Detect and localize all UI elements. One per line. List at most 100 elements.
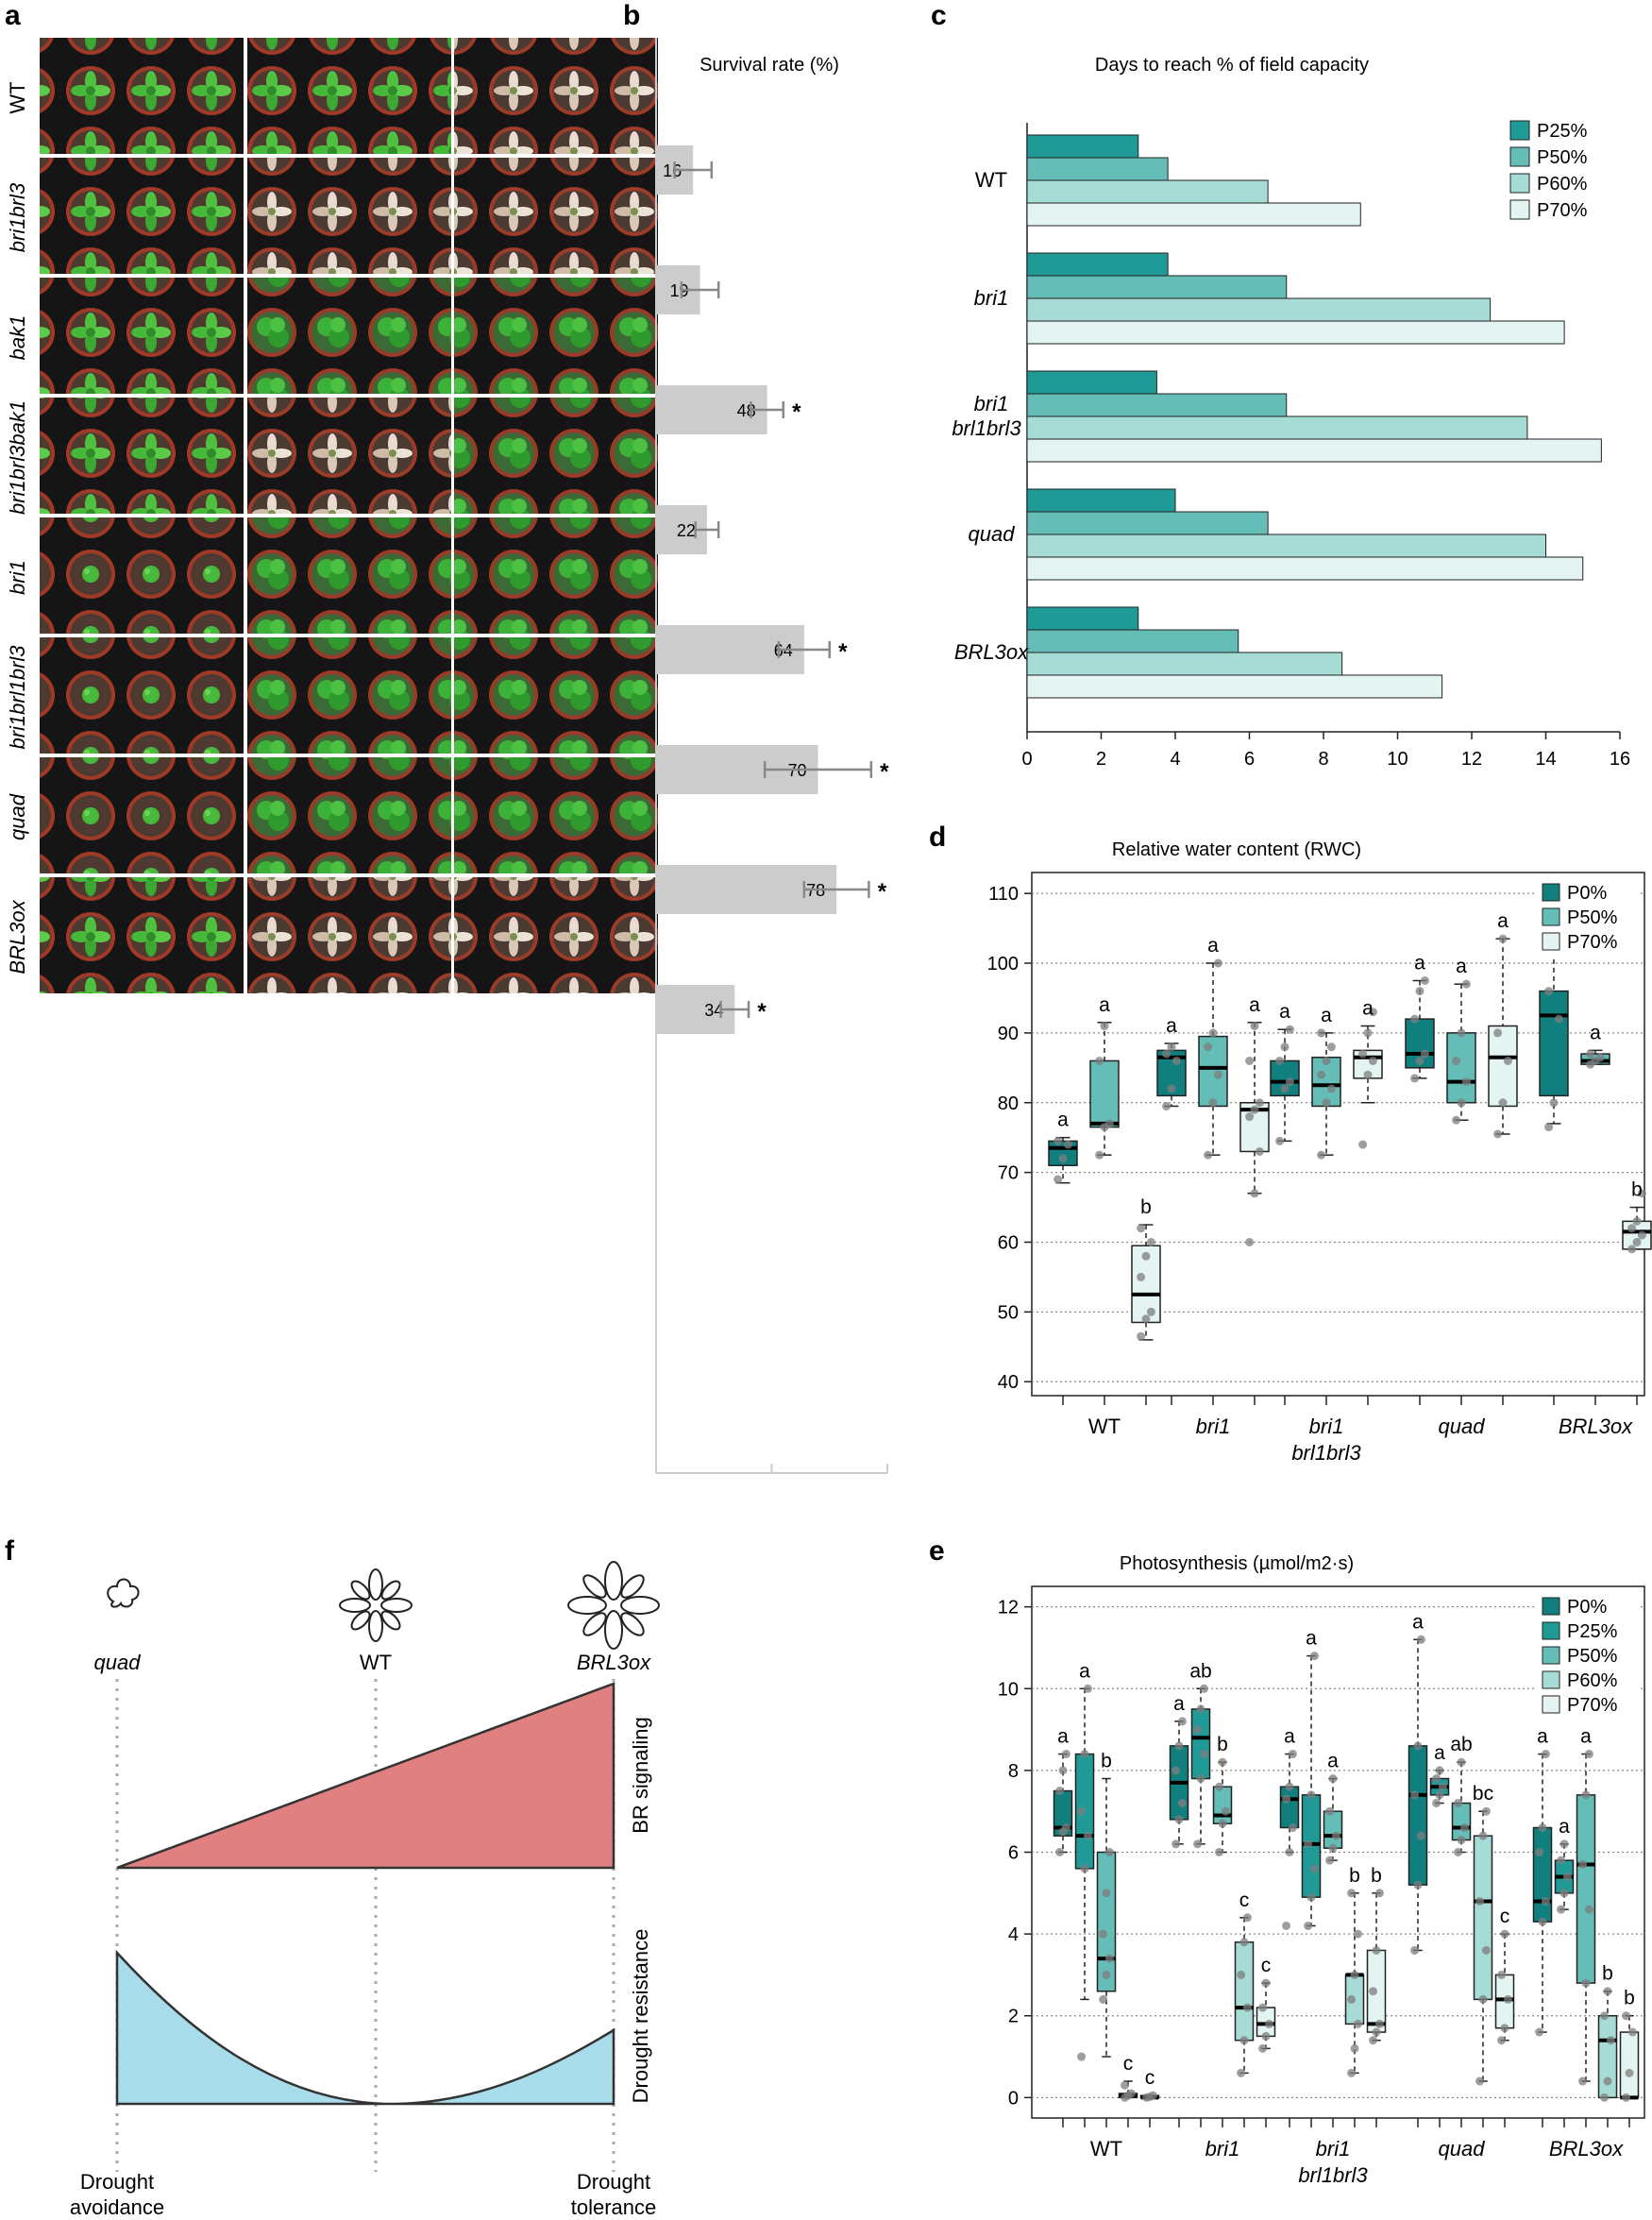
c-xtick-label: 6 <box>1244 749 1255 770</box>
data-point <box>1218 1819 1227 1828</box>
data-point <box>1167 1042 1176 1052</box>
data-point <box>1369 2036 1378 2045</box>
data-point <box>1586 1049 1595 1059</box>
data-point <box>1080 1864 1089 1873</box>
plant-photo <box>247 278 451 394</box>
data-point <box>1331 1831 1340 1840</box>
data-point <box>1358 1049 1368 1059</box>
data-point <box>1061 1823 1070 1833</box>
data-point <box>1280 1042 1290 1052</box>
category-label: WT <box>1088 1415 1121 1438</box>
genotype-label: bak1 <box>6 315 29 361</box>
data-point <box>1245 1112 1255 1122</box>
data-point <box>1104 1848 1114 1856</box>
genotype-label: bri1brl1brl3 <box>6 645 29 750</box>
legend-label: P70% <box>1567 1695 1618 1716</box>
c-legend-swatch <box>1509 199 1530 220</box>
data-point <box>1146 1307 1155 1316</box>
survival-title: Survival rate (%) <box>700 55 839 76</box>
data-point <box>1363 1070 1373 1079</box>
data-point <box>1055 1787 1065 1796</box>
genotype-label: quad <box>6 793 29 840</box>
data-point <box>1559 1839 1569 1849</box>
box <box>1532 1826 1553 1923</box>
plot-frame <box>1031 872 1645 1397</box>
plant-photo <box>40 877 244 993</box>
field-capacity-bar <box>1026 415 1528 440</box>
panel-label-b: b <box>623 0 640 31</box>
box <box>1451 1802 1472 1841</box>
plant-photo <box>247 398 451 514</box>
data-point <box>1498 1098 1508 1108</box>
data-point <box>1603 1987 1612 1996</box>
category-label: quad <box>1439 1415 1486 1438</box>
c-xtick-label: 16 <box>1610 749 1630 770</box>
field-capacity-title: Days to reach % of field capacity <box>1095 55 1369 76</box>
box <box>1446 1032 1476 1104</box>
field-capacity-bar <box>1026 488 1176 513</box>
data-point <box>1347 1889 1357 1898</box>
data-point <box>1054 1175 1063 1184</box>
data-point <box>1500 1929 1509 1939</box>
data-point <box>1080 1750 1089 1759</box>
category-label: brl1brl3 <box>1291 1441 1361 1465</box>
genotype-label: bri1 <box>6 560 29 595</box>
legend-swatch <box>1542 1621 1560 1640</box>
significance-letter: c <box>1239 1890 1250 1911</box>
data-point <box>1055 1848 1065 1856</box>
data-point <box>1606 2036 1615 2045</box>
data-point <box>1326 1042 1336 1052</box>
genotype-label: bri1brl3 <box>6 182 29 252</box>
data-point <box>1172 1056 1181 1065</box>
c-category-label: quad <box>969 522 1016 546</box>
ytick-label: 90 <box>998 1024 1019 1044</box>
legend-label: P70% <box>1567 932 1618 953</box>
legend-swatch <box>1542 1695 1560 1714</box>
data-point <box>1100 1022 1109 1031</box>
survival-value: 19 <box>670 281 689 300</box>
data-point <box>1162 1101 1172 1110</box>
ytick-label: 40 <box>998 1372 1019 1393</box>
data-point <box>1288 1823 1297 1833</box>
ytick-label: 0 <box>1008 2088 1019 2109</box>
data-point <box>1350 1970 1359 1979</box>
data-point <box>1258 2003 1268 2012</box>
significance-mark: * <box>878 879 887 905</box>
field-capacity-bar <box>1026 438 1602 463</box>
f-label-wt: WT <box>360 1651 392 1674</box>
br-signaling-label: BR signaling <box>629 1717 652 1834</box>
significance-letter: a <box>1279 1001 1290 1023</box>
data-point <box>1215 1848 1224 1856</box>
field-capacity-bar <box>1026 674 1443 699</box>
field-capacity-bar <box>1026 202 1361 227</box>
significance-letter: c <box>1145 2067 1155 2089</box>
significance-mark: * <box>880 759 889 785</box>
data-point <box>1242 1913 1252 1923</box>
data-point <box>1347 2068 1357 2077</box>
significance-letter: bc <box>1473 1783 1493 1805</box>
box <box>1198 1035 1228 1108</box>
plant-photo <box>40 517 244 634</box>
legend-swatch <box>1542 1670 1560 1689</box>
field-capacity-bar <box>1026 297 1492 322</box>
significance-letter: a <box>1079 1660 1090 1682</box>
ytick-label: 60 <box>998 1232 1019 1253</box>
data-point <box>1261 2031 1271 2041</box>
data-point <box>1172 1839 1181 1849</box>
field-capacity-bar <box>1026 556 1584 581</box>
data-point <box>1245 1056 1255 1065</box>
box <box>1212 1786 1233 1824</box>
data-point <box>1215 1782 1224 1791</box>
data-point <box>1581 1978 1591 1988</box>
data-point <box>1250 1189 1259 1198</box>
data-point <box>1275 1056 1285 1065</box>
category-label: BRL3ox <box>1549 2137 1624 2161</box>
survival-value: 34 <box>704 1001 723 1020</box>
plant-photo <box>454 398 658 514</box>
data-point <box>1126 2089 1136 2098</box>
significance-letter: a <box>1580 1726 1592 1748</box>
field-capacity-bar <box>1026 393 1288 417</box>
data-point <box>1457 1028 1466 1038</box>
data-point <box>1372 1945 1381 1955</box>
